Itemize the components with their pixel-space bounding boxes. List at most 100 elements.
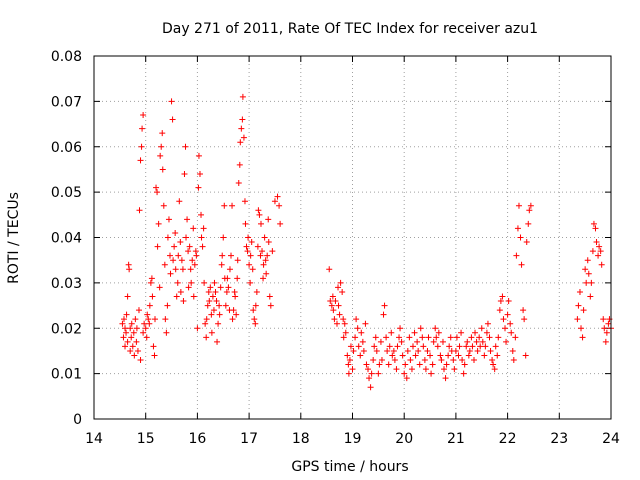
data-point <box>353 316 360 323</box>
data-point <box>238 125 245 132</box>
data-point <box>145 316 152 323</box>
data-point <box>347 343 354 350</box>
data-point <box>373 347 380 354</box>
data-point <box>350 347 357 354</box>
data-point <box>215 320 222 327</box>
data-point <box>168 98 175 105</box>
data-point <box>330 307 337 314</box>
data-point <box>211 279 218 286</box>
data-point <box>575 302 582 309</box>
data-point <box>486 334 493 341</box>
data-point <box>178 257 185 264</box>
data-point <box>239 116 246 123</box>
data-point <box>251 316 258 323</box>
data-point <box>223 288 230 295</box>
data-point <box>397 325 404 332</box>
data-point <box>234 275 241 282</box>
data-point <box>129 343 136 350</box>
data-point <box>260 275 267 282</box>
x-axis-label: GPS time / hours <box>291 459 408 475</box>
data-point <box>432 325 439 332</box>
data-point <box>216 302 223 309</box>
data-point <box>170 257 177 264</box>
data-point <box>472 329 479 336</box>
data-point <box>202 320 209 327</box>
y-tick-label: 0.05 <box>51 185 82 201</box>
data-point <box>487 347 494 354</box>
data-point <box>195 152 202 159</box>
data-point <box>257 220 264 227</box>
data-point <box>574 316 581 323</box>
data-point <box>579 334 586 341</box>
data-point <box>147 279 154 286</box>
data-point <box>394 343 401 350</box>
data-point <box>499 293 506 300</box>
data-point <box>226 266 233 273</box>
data-point <box>340 316 347 323</box>
data-point <box>133 338 140 345</box>
data-point <box>137 357 144 364</box>
data-point <box>582 266 589 273</box>
data-point <box>187 266 194 273</box>
data-point <box>177 288 184 295</box>
data-point <box>199 243 206 250</box>
data-point <box>346 357 353 364</box>
data-point <box>249 266 256 273</box>
data-point <box>578 325 585 332</box>
data-point <box>201 279 208 286</box>
data-point <box>127 325 134 332</box>
data-point <box>514 225 521 232</box>
data-point <box>437 352 444 359</box>
data-point <box>339 288 346 295</box>
data-point <box>217 284 224 291</box>
data-point <box>210 307 217 314</box>
data-point <box>377 338 384 345</box>
data-point <box>344 352 351 359</box>
data-point <box>167 270 174 277</box>
data-point <box>466 347 473 354</box>
data-point <box>495 334 502 341</box>
data-point <box>243 243 250 250</box>
data-point <box>138 143 145 150</box>
data-point <box>149 293 156 300</box>
data-point <box>391 357 398 364</box>
data-point <box>381 302 388 309</box>
data-point <box>371 343 378 350</box>
data-point <box>146 302 153 309</box>
data-point <box>252 320 259 327</box>
data-point <box>474 347 481 354</box>
data-point <box>230 307 237 314</box>
data-point <box>411 329 418 336</box>
data-point <box>220 234 227 241</box>
data-point <box>522 352 529 359</box>
data-point <box>477 343 484 350</box>
data-point <box>222 302 229 309</box>
data-point <box>267 302 274 309</box>
data-point <box>189 257 196 264</box>
data-point <box>123 311 130 318</box>
data-point <box>403 375 410 382</box>
data-point <box>158 143 165 150</box>
data-point <box>585 270 592 277</box>
data-point <box>478 325 485 332</box>
data-point <box>337 279 344 286</box>
data-point <box>193 252 200 259</box>
data-point <box>465 352 472 359</box>
data-point <box>359 338 366 345</box>
data-point <box>142 325 149 332</box>
data-point <box>141 320 148 327</box>
data-point <box>234 257 241 264</box>
data-point <box>204 302 211 309</box>
data-point <box>386 343 393 350</box>
data-point <box>507 320 514 327</box>
data-point <box>203 334 210 341</box>
data-point <box>434 343 441 350</box>
data-point <box>587 293 594 300</box>
data-point <box>163 329 170 336</box>
data-point <box>120 334 127 341</box>
data-point <box>335 302 342 309</box>
x-tick-label: 22 <box>499 431 517 447</box>
data-point <box>265 239 272 246</box>
data-point <box>139 125 146 132</box>
